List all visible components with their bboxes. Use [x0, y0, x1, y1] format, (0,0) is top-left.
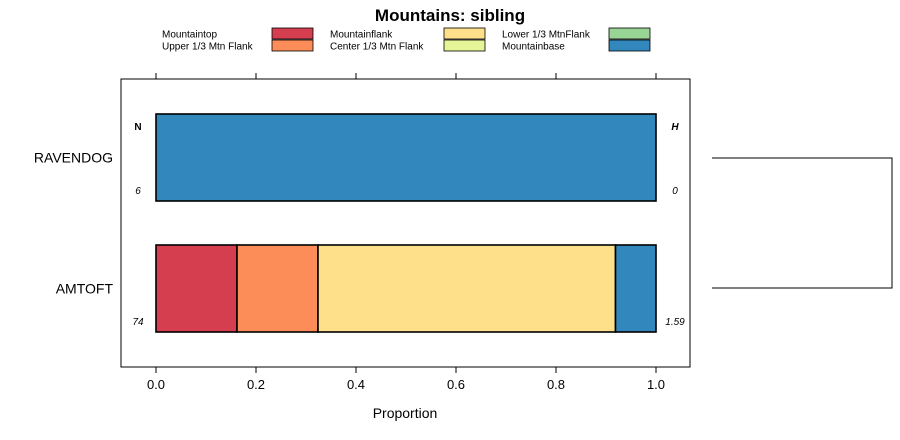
x-tick-label: 1.0	[647, 377, 665, 392]
x-tick-label: 0.6	[447, 377, 465, 392]
x-tick-label: 0.0	[147, 377, 165, 392]
annotations: N H 6 74 0 1.59	[132, 122, 685, 328]
x-tick-label: 0.8	[547, 377, 565, 392]
h-value: 1.59	[665, 317, 685, 328]
legend-swatch	[443, 39, 486, 52]
category-label: AMTOFT	[56, 281, 114, 297]
h-value: 0	[672, 186, 678, 197]
chart-title: Mountains: sibling	[375, 6, 525, 25]
legend-swatch	[608, 27, 651, 40]
n-header: N	[134, 122, 141, 133]
legend-label: Center 1/3 Mtn Flank	[330, 42, 424, 53]
bars-group	[155, 113, 657, 333]
legend-label: Mountainbase	[502, 42, 565, 53]
n-value: 6	[135, 186, 141, 197]
bar-segment	[236, 244, 319, 333]
dendrogram	[712, 157, 893, 289]
x-axis: 0.0 0.2 0.4 0.6 0.8 1.0	[147, 73, 665, 392]
y-axis-categories: RAVENDOG AMTOFT	[34, 150, 114, 297]
legend-label: Upper 1/3 Mtn Flank	[162, 42, 254, 53]
x-tick-label: 0.2	[247, 377, 265, 392]
category-label: RAVENDOG	[34, 150, 113, 166]
bar-segment	[317, 244, 617, 333]
legend-label: Mountaintop	[162, 30, 217, 41]
bar-segment	[614, 244, 657, 333]
plot-panel	[120, 78, 691, 368]
x-axis-label: Proportion	[373, 405, 438, 421]
legend-swatch	[443, 27, 486, 40]
dendrogram-branch	[712, 157, 893, 289]
h-header: H	[671, 122, 679, 133]
bar-segment	[155, 113, 657, 202]
x-tick-label: 0.4	[347, 377, 365, 392]
legend-label: Mountainflank	[330, 30, 393, 41]
legend-label: Lower 1/3 MtnFlank	[502, 30, 591, 41]
legend-swatch	[271, 27, 314, 40]
n-value: 74	[132, 317, 144, 328]
legend-swatch	[271, 39, 314, 52]
bar-segment	[155, 244, 238, 333]
legend-swatch	[608, 39, 651, 52]
